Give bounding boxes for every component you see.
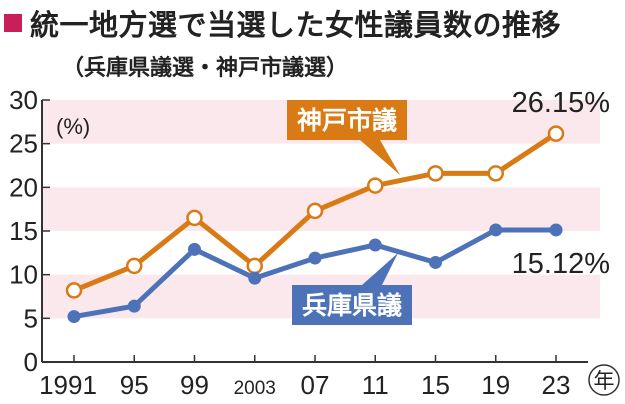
data-point <box>487 165 504 182</box>
series-callout-pointer <box>360 140 400 175</box>
x-tick-label: 23 <box>542 370 571 400</box>
y-tick-label: 30 <box>9 85 38 115</box>
series-callout-pointer <box>362 253 398 285</box>
title-marker-square <box>4 14 22 32</box>
chart-title: 統一地方選で当選した女性議員数の推移 <box>30 8 562 42</box>
y-tick-label: 20 <box>9 172 38 202</box>
y-tick-label: 25 <box>9 129 38 159</box>
data-point <box>429 255 442 269</box>
data-point <box>186 209 203 227</box>
year-unit-label: 年 <box>594 370 615 393</box>
data-point <box>65 282 83 299</box>
data-point <box>127 299 141 313</box>
y-tick-label: 0 <box>24 347 38 377</box>
data-point <box>67 310 81 324</box>
data-point <box>489 223 503 237</box>
x-tick-label: 07 <box>301 370 330 400</box>
data-point <box>188 242 201 256</box>
x-tick-label: 1991 <box>39 370 97 400</box>
chart-subtitle: （兵庫県議選・神戸市議選） <box>62 56 349 81</box>
series-name-label: 兵庫県議 <box>302 291 402 320</box>
x-tick-label: 99 <box>180 370 209 400</box>
data-point <box>549 223 563 237</box>
data-point <box>308 251 322 265</box>
series-label-box <box>292 285 412 325</box>
title-row: 統一地方選で当選した女性議員数の推移 <box>4 4 561 42</box>
series-label-box <box>287 100 407 140</box>
data-point <box>368 238 382 252</box>
data-point <box>246 257 263 275</box>
data-point <box>427 165 444 182</box>
x-tick-label: 11 <box>362 370 389 400</box>
x-tick-label: 2003 <box>234 378 276 399</box>
data-point <box>547 125 565 142</box>
data-point <box>126 257 143 275</box>
x-tick-label: 19 <box>481 370 510 400</box>
x-tick-label: 15 <box>421 370 450 400</box>
y-tick-label: 5 <box>24 303 38 333</box>
year-unit-circle <box>588 364 620 396</box>
data-point <box>367 177 384 194</box>
data-point <box>248 271 262 285</box>
y-tick-label: 15 <box>9 216 38 246</box>
end-value-label: 26.15% <box>512 87 610 119</box>
data-point <box>306 202 324 220</box>
y-tick-label: 10 <box>9 260 38 290</box>
x-tick-label: 95 <box>120 370 149 400</box>
series-name-label: 神戸市議 <box>297 106 397 135</box>
end-value-label: 15.12% <box>512 248 610 280</box>
y-unit-label: (%) <box>56 114 90 139</box>
